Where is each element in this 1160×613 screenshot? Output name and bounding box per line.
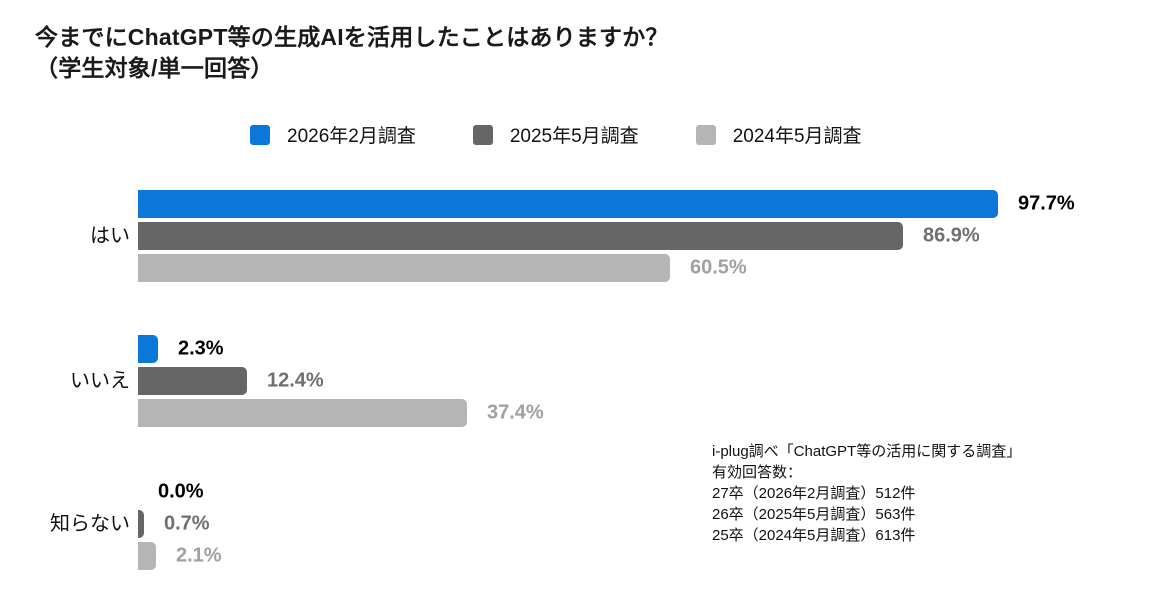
legend-item-2026: 2026年2月調査 [250,121,416,148]
chart-title-line1: 今までにChatGPT等の生成AIを活用したことはありますか？ [35,24,669,50]
bar-value-label: 12.4% [267,369,324,392]
category-label: はい [90,225,130,247]
source-note-line: 25卒（2024年5月調査）613件 [712,527,916,544]
source-note-line: 27卒（2026年2月調査）512件 [712,485,916,502]
bar-value-label: 0.0% [158,480,204,503]
legend-label-2026: 2026年2月調査 [287,126,416,147]
bar-segment [138,542,156,570]
source-note-line: 有効回答数： [712,464,803,481]
chart-title-line2: （学生対象/単一回答） [35,55,274,81]
bar-segment [138,399,467,427]
legend-swatch-2024 [695,124,716,145]
legend-swatch-2025 [472,124,493,145]
bar-value-label: 37.4% [487,401,544,424]
bar-value-label: 0.7% [164,512,210,535]
bar-segment [138,222,903,250]
bar-segment [138,190,998,218]
bar-value-label: 97.7% [1018,192,1075,215]
source-note-line: i-plug調べ「ChatGPT等の活用に関する調査」 [712,443,1022,460]
bar-value-label: 2.3% [178,337,224,360]
legend-item-2025: 2025年5月調査 [472,121,639,148]
chart-legend: 2026年2月調査 2025年5月調査 2024年5月調査 [250,121,919,148]
legend-item-2024: 2024年5月調査 [695,121,862,148]
bar-segment [138,335,158,363]
source-note-line: 26卒（2025年5月調査）563件 [712,506,916,523]
legend-swatch-2026 [250,124,270,145]
legend-label-2024: 2024年5月調査 [732,126,862,147]
bar-segment [138,367,247,395]
bar-value-label: 86.9% [923,224,980,247]
bar-segment [138,254,670,282]
category-label: 知らない [50,513,130,535]
chart-title: 今までにChatGPT等の生成AIを活用したことはありますか？ （学生対象/単一… [35,22,669,84]
bar-segment [138,510,144,538]
bar-value-label: 2.1% [176,544,222,567]
category-label: いいえ [70,370,130,392]
legend-label-2025: 2025年5月調査 [509,126,639,147]
source-note: i-plug調べ「ChatGPT等の活用に関する調査」 有効回答数： 27卒（2… [712,441,1021,546]
bar-value-label: 60.5% [690,256,747,279]
